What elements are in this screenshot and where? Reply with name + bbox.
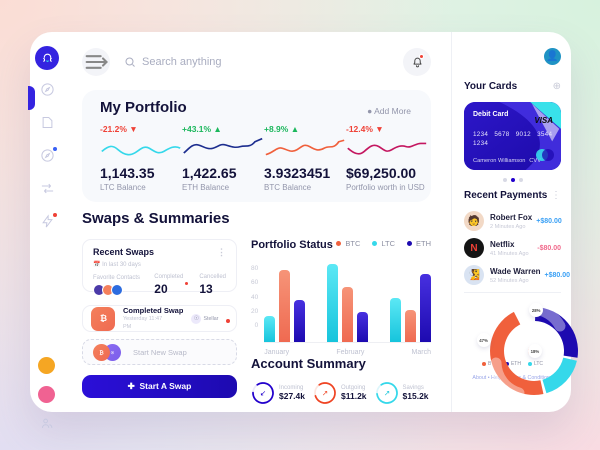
svg-text:↙: ↙	[260, 389, 266, 398]
svg-text:₿: ₿	[99, 349, 104, 356]
svg-text:☉: ☉	[111, 350, 115, 355]
svg-text:₿: ₿	[99, 313, 106, 323]
svg-text:↗: ↗	[383, 389, 389, 398]
svg-text:↗: ↗	[322, 389, 328, 398]
